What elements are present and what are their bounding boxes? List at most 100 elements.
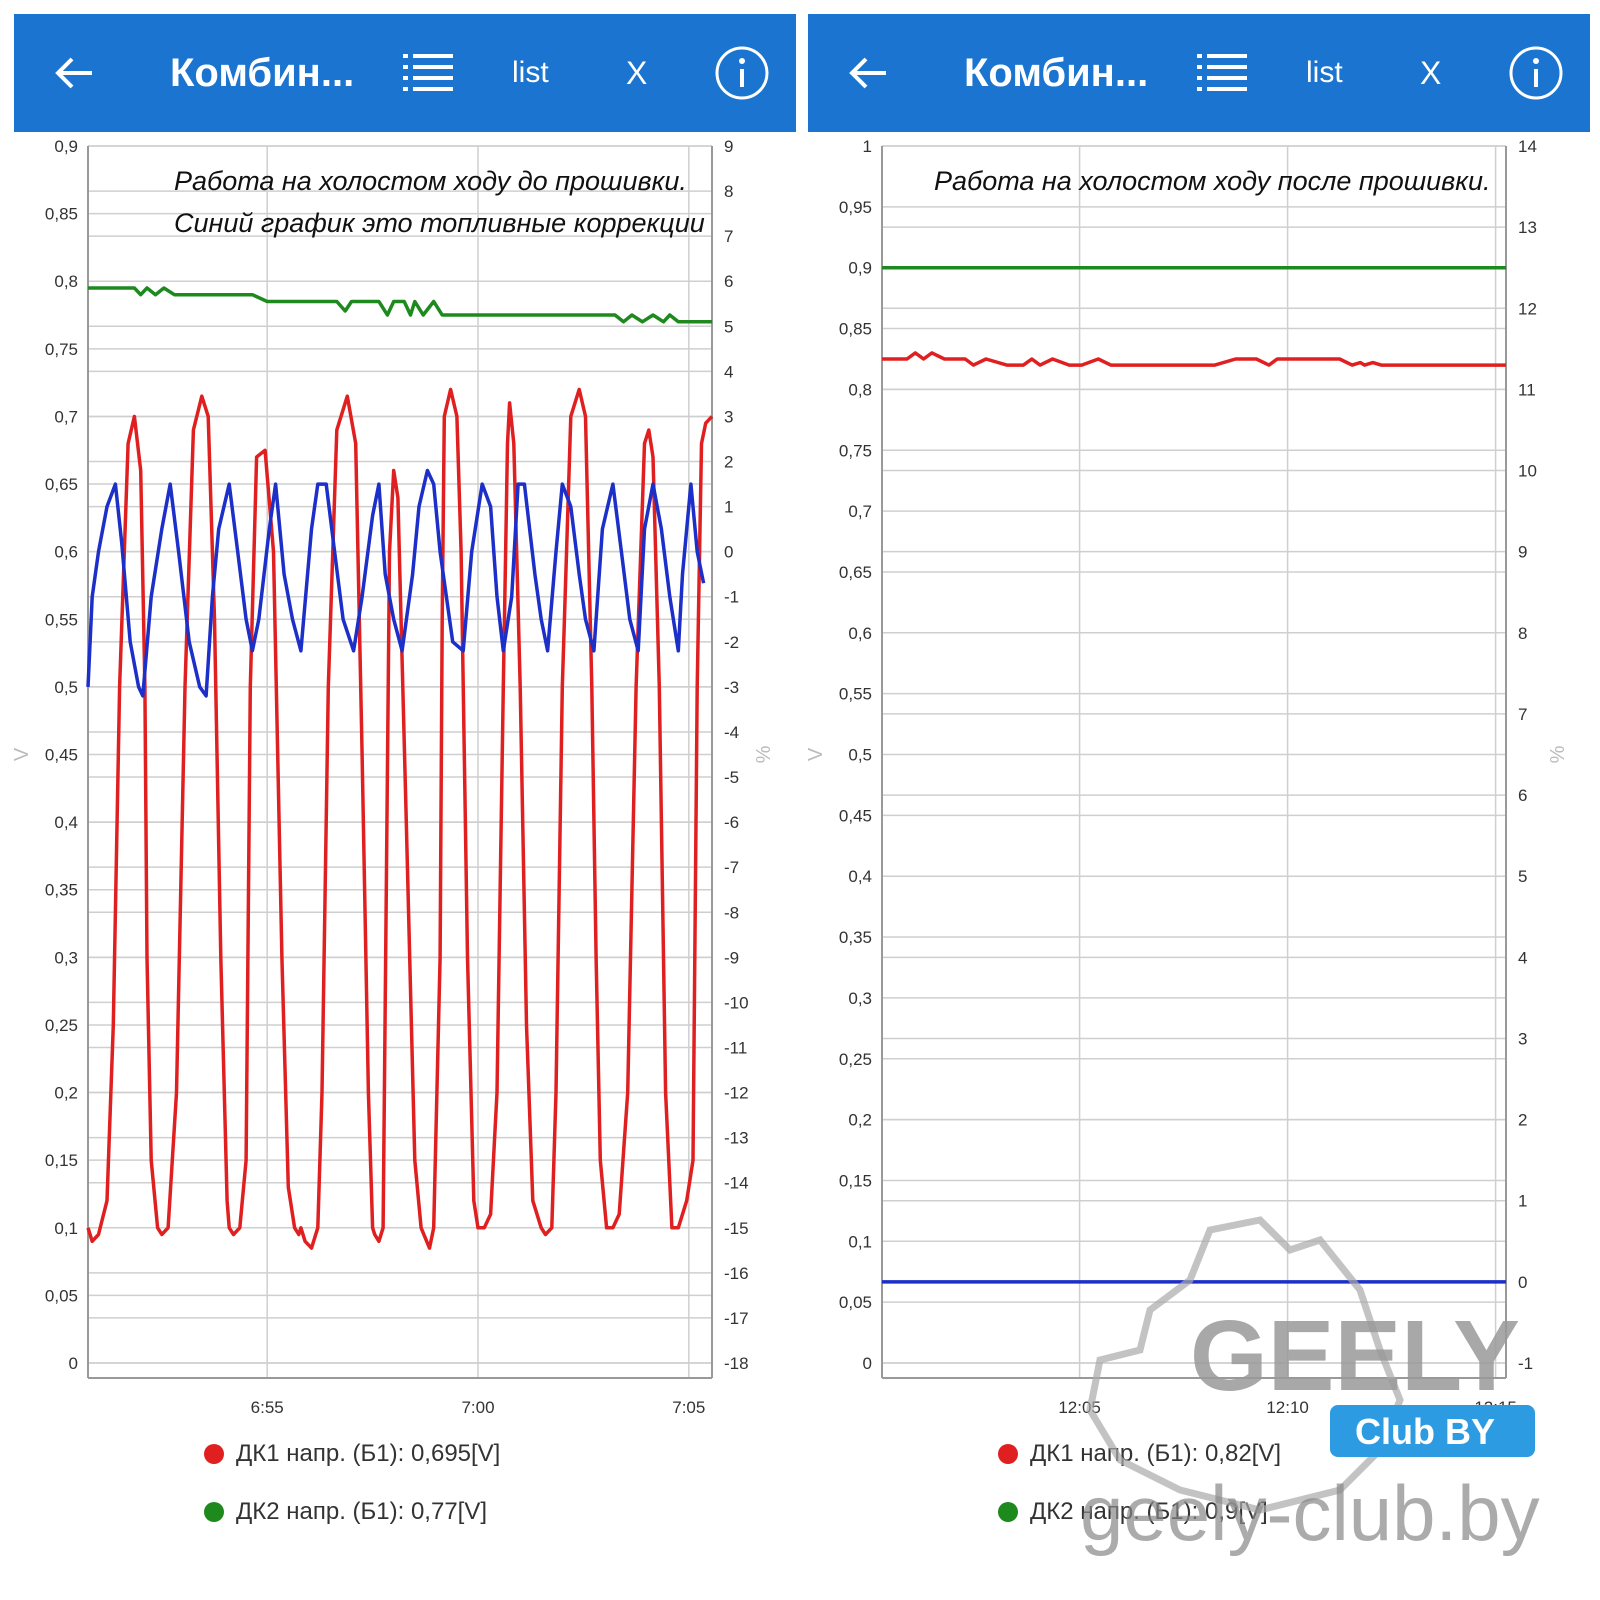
y-tick-label-left: 0,4: [54, 813, 78, 832]
y-tick-label-left: 0,8: [54, 272, 78, 291]
y-tick-label-right: 6: [1518, 786, 1527, 805]
close-button[interactable]: X: [626, 54, 648, 91]
y-tick-label-right: 1: [724, 498, 733, 517]
y-tick-label-left: 0,2: [54, 1084, 78, 1103]
legend-item-dk1: ДК1 напр. (Б1): 0,695[V]: [204, 1434, 764, 1474]
y-tick-label-left: 0,6: [54, 543, 78, 562]
y-tick-label-left: 0,45: [45, 746, 78, 765]
y-tick-label-left: 0,1: [848, 1232, 872, 1251]
legend-text: ДК2 напр. (Б1): 0,9[V]: [1030, 1498, 1268, 1525]
x-tick-label: 6:55: [251, 1398, 284, 1417]
y-tick-label-right: 8: [724, 182, 733, 201]
y-tick-label-right: -17: [724, 1309, 749, 1328]
y-axis-unit-left: V: [14, 747, 33, 761]
y-tick-label-right: 11: [1518, 380, 1536, 399]
y-tick-label-left: 0,95: [839, 198, 872, 217]
x-tick-label: 12:10: [1266, 1398, 1309, 1417]
y-tick-label-right: 4: [1518, 948, 1527, 967]
y-tick-label-right: 13: [1518, 218, 1537, 237]
y-tick-label-left: 0,4: [848, 867, 872, 886]
y-tick-label-left: 0,9: [54, 137, 78, 156]
y-tick-label-left: 0,75: [839, 441, 872, 460]
list-view-icon[interactable]: [1193, 14, 1253, 132]
y-tick-label-right: 0: [724, 543, 733, 562]
y-tick-label-right: 5: [1518, 867, 1527, 886]
y-tick-label-left: 0,5: [848, 746, 872, 765]
y-tick-label-left: 0,2: [848, 1111, 872, 1130]
legend-dot-red: [998, 1444, 1018, 1464]
y-tick-label-right: 10: [1518, 462, 1537, 481]
app-bar: Комбин... list X: [808, 14, 1590, 132]
screen-title: Комбин...: [170, 50, 355, 95]
y-tick-label-left: 0,7: [848, 502, 872, 521]
chart-annotation: Синий график это топливные коррекции: [174, 208, 705, 238]
y-tick-label-right: -3: [724, 678, 739, 697]
y-tick-label-left: 0,15: [45, 1151, 78, 1170]
chart-annotation: Работа на холостом ходу до прошивки.: [174, 166, 687, 196]
legend-dot-green: [204, 1502, 224, 1522]
y-tick-label-right: 4: [724, 362, 733, 381]
legend-dot-red: [204, 1444, 224, 1464]
y-tick-label-right: -12: [724, 1084, 749, 1103]
y-tick-label-right: 7: [1518, 705, 1527, 724]
series-line-fuel-trim: [86, 468, 706, 698]
left-chart-panel: Комбин... list X 0 0,05 0,1 0,15 0,2 0,25 0,3 0…: [14, 14, 796, 1600]
y-tick-label-right: 3: [1518, 1029, 1527, 1048]
y-tick-label-right: -8: [724, 903, 739, 922]
y-tick-label-right: 8: [1518, 624, 1527, 643]
y-tick-label-left: 0,85: [45, 205, 78, 224]
y-tick-label-left: 0,35: [839, 928, 872, 947]
legend-dot-green: [998, 1502, 1018, 1522]
list-button[interactable]: list: [512, 56, 549, 89]
y-tick-label-left: 0: [69, 1354, 78, 1373]
list-button[interactable]: list: [1306, 56, 1343, 89]
legend-text: ДК1 напр. (Б1): 0,82[V]: [1030, 1440, 1282, 1467]
y-tick-label-left: 1: [863, 137, 872, 156]
y-tick-label-right: -15: [724, 1219, 749, 1238]
info-icon[interactable]: [712, 14, 772, 132]
y-tick-label-right: -13: [724, 1129, 749, 1148]
y-tick-label-right: 7: [724, 227, 733, 246]
legend-item-dk2: ДК2 напр. (Б1): 0,9[V]: [998, 1492, 1558, 1532]
y-tick-label-right: -5: [724, 768, 739, 787]
y-tick-label-right: -2: [724, 633, 739, 652]
y-tick-label-right: -9: [724, 948, 739, 967]
y-tick-label-right: 3: [724, 407, 733, 426]
list-view-icon[interactable]: [399, 14, 459, 132]
y-tick-label-left: 0,05: [839, 1293, 872, 1312]
y-tick-label-left: 0,35: [45, 881, 78, 900]
y-tick-label-right: 6: [724, 272, 733, 291]
y-axis-unit-right: %: [1547, 745, 1569, 763]
series-line-dk1: [882, 351, 1506, 367]
series-line-dk2: [88, 286, 712, 324]
chart-annotation: Работа на холостом ходу после прошивки.: [934, 166, 1491, 196]
y-tick-label-right: 12: [1518, 299, 1537, 318]
y-tick-label-left: 0,8: [848, 380, 872, 399]
y-tick-label-right: -11: [724, 1038, 747, 1057]
close-button[interactable]: X: [1420, 54, 1442, 91]
back-arrow-icon[interactable]: [838, 14, 898, 132]
y-tick-label-right: -4: [724, 723, 739, 742]
y-tick-label-left: 0,55: [45, 610, 78, 629]
legend-item-dk1: ДК1 напр. (Б1): 0,82[V]: [998, 1434, 1558, 1474]
y-tick-label-right: -6: [724, 813, 739, 832]
y-tick-label-right: -10: [724, 993, 749, 1012]
y-tick-label-right: -16: [724, 1264, 749, 1283]
y-tick-label-right: -14: [724, 1174, 749, 1193]
chart-left: 0 0,05 0,1 0,15 0,2 0,25 0,3 0,35 0,4 0,45 0,5 0,55…: [14, 137, 775, 1417]
app-bar: Комбин... list X: [14, 14, 796, 132]
x-tick-label: 12:05: [1058, 1398, 1101, 1417]
y-tick-label-left: 0,1: [54, 1219, 78, 1238]
y-tick-label-right: 9: [724, 137, 733, 156]
y-tick-label-left: 0,85: [839, 320, 872, 339]
y-tick-label-left: 0,45: [839, 806, 872, 825]
y-tick-label-right: 1: [1518, 1192, 1527, 1211]
info-icon[interactable]: [1506, 14, 1566, 132]
y-tick-label-left: 0: [863, 1354, 872, 1373]
y-tick-label-right: -1: [1518, 1354, 1533, 1373]
y-axis-unit-right: %: [753, 745, 775, 763]
y-tick-label-right: -1: [724, 588, 739, 607]
y-tick-label-left: 0,3: [848, 989, 872, 1008]
y-tick-label-right: -7: [724, 858, 739, 877]
back-arrow-icon[interactable]: [44, 14, 104, 132]
